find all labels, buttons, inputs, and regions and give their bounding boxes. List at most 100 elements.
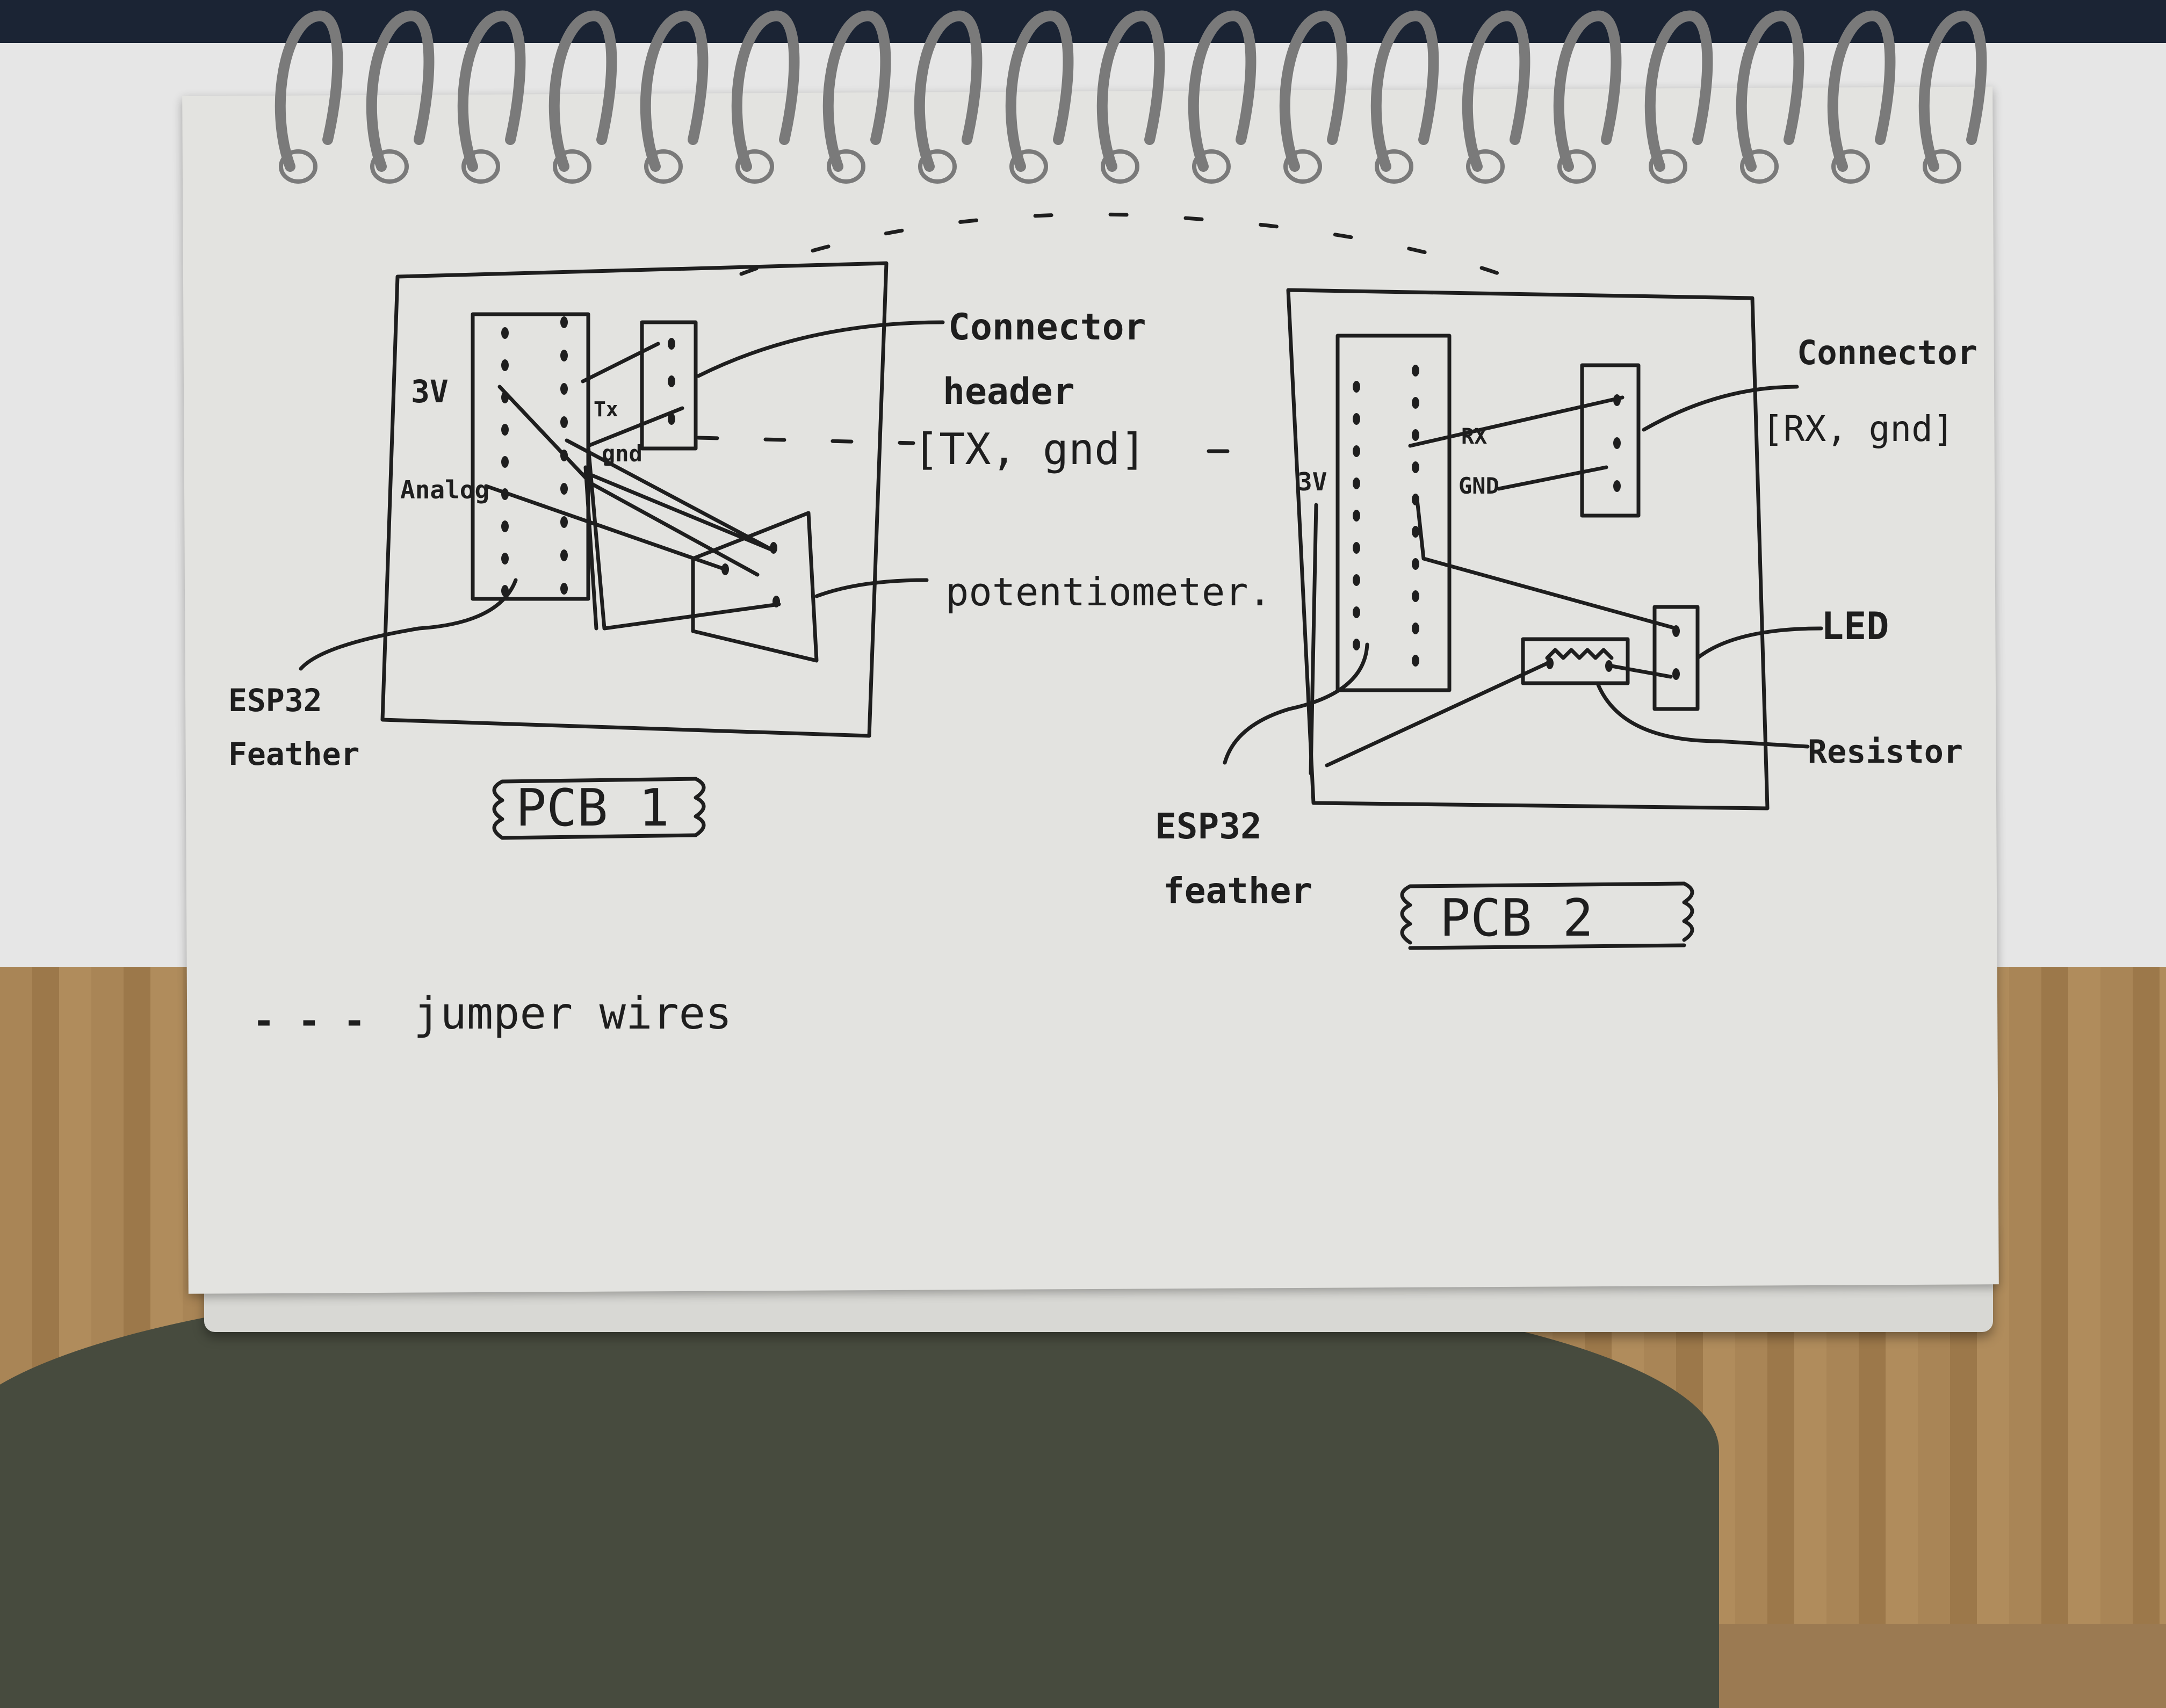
pin-dot [1353, 445, 1360, 457]
pin-dot [1353, 381, 1360, 393]
pcb2-connector-label: Connector [1797, 333, 1977, 372]
pcb2-connector-pins-label: [RX, gnd] [1762, 408, 1954, 450]
pcb1-esp32-label: ESP32 [228, 682, 322, 719]
pin-dot [501, 327, 509, 339]
pcb2-brace-right [1682, 881, 1694, 942]
pin-dot [772, 596, 780, 607]
spiral-coil [548, 10, 617, 172]
pcb2-wire [1415, 497, 1678, 631]
spiral-hole [1740, 149, 1779, 184]
pin-dot [668, 413, 675, 425]
pcb2-leader [1223, 642, 1369, 765]
pcb1-wire [484, 484, 727, 571]
spiral-hole [1375, 149, 1413, 184]
spiral-hole [827, 149, 865, 184]
pin-dot [1613, 437, 1621, 449]
spiral-coil [1096, 10, 1165, 172]
spiral-hole [735, 149, 774, 184]
spiral-hole [1557, 149, 1596, 184]
spiral-coil [1188, 10, 1257, 172]
pcb1-header-label: header [943, 371, 1075, 413]
pin-dot [1353, 639, 1360, 650]
pin-dot [560, 583, 568, 595]
pin-dot [668, 338, 675, 350]
pin-dot [560, 350, 568, 361]
pin-dot [1412, 365, 1419, 377]
spiral-coil [1279, 10, 1348, 172]
spiral-coil [366, 10, 435, 172]
pin-dots [501, 316, 1680, 680]
pin-dot [1412, 429, 1419, 441]
pin-dot [1353, 413, 1360, 425]
pin-dot [560, 383, 568, 395]
pin-dot [560, 450, 568, 461]
spiral-coil [1918, 10, 1987, 172]
pcb2-brace-line [1408, 881, 1686, 950]
pcb2-resistor-label: Resistor [1808, 733, 1963, 771]
spiral-coil [1827, 10, 1896, 172]
spiral-hole [461, 149, 500, 184]
fabric-background [0, 0, 2166, 43]
spiral-hole [1009, 149, 1048, 184]
spiral-hole [1649, 149, 1687, 184]
spiral-hole [279, 149, 317, 184]
pin-dot [1353, 477, 1360, 489]
pcb2-resistor-zigzag [1545, 648, 1614, 660]
pin-dot [668, 375, 675, 387]
pin-dot [1412, 558, 1419, 570]
pin-dot [501, 585, 509, 597]
pcb1-tx-label: Tx [594, 397, 618, 421]
pcb1-leader [299, 578, 518, 671]
pcb1-title: PCB 1 [516, 779, 669, 838]
spiral-binding [275, 10, 1987, 184]
pcb2-wire [1497, 465, 1608, 491]
pin-dot [560, 316, 568, 328]
pcb1-jumper-dash [696, 436, 1235, 453]
pin-dot [560, 516, 568, 528]
pin-dot [501, 359, 509, 371]
pin-dot [501, 392, 509, 403]
pcb2-esp32-module [1335, 334, 1452, 692]
pin-dot [721, 563, 729, 575]
pin-dot [1412, 461, 1419, 473]
pcb1-wire [586, 444, 781, 631]
pcb1-wire [565, 438, 776, 553]
pin-dot [560, 549, 568, 561]
pin-dot [1353, 606, 1360, 618]
pcb1-wire [583, 471, 776, 553]
pcb1-brace-left [492, 779, 504, 840]
pcb1-board-outline [380, 261, 889, 738]
pin-dot [1412, 494, 1419, 505]
spiral-coil [822, 10, 891, 172]
spiral-coil [1736, 10, 1804, 172]
pin-dot [1546, 657, 1554, 669]
pcb1-connector-label: Connector [948, 306, 1146, 349]
pin-dot [1613, 480, 1621, 492]
pcb1-connector-header [640, 320, 698, 451]
spiral-coil [731, 10, 800, 172]
pcb1-brace-line [500, 777, 698, 840]
spiral-hole [1192, 149, 1231, 184]
pcb2-brace-left [1400, 884, 1412, 945]
legend-dash: - - - [252, 999, 366, 1043]
pcb1-3v-label: 3V [411, 373, 449, 410]
pin-dot [1353, 510, 1360, 522]
spiral-coil [1644, 10, 1713, 172]
pin-dot [501, 553, 509, 564]
spiral-coil [457, 10, 526, 172]
pcb1-connector-pins-label: [TX, gnd] [913, 424, 1146, 474]
pin-dot [1412, 655, 1419, 667]
pin-dot [1672, 668, 1680, 680]
pcb2-3v-label: 3V [1297, 467, 1327, 496]
pin-dot [1672, 625, 1680, 637]
pcb1-leader [814, 578, 929, 598]
pcb1-esp32-module [471, 312, 590, 601]
spiral-coil [640, 10, 709, 172]
pin-dot [1412, 526, 1419, 538]
pin-dot [560, 483, 568, 495]
pcb2-led-label: LED [1821, 604, 1889, 648]
spiral-coil [275, 10, 343, 172]
spiral-hole [370, 149, 409, 184]
pin-dot [501, 424, 509, 436]
pcb1-leader [696, 320, 945, 378]
